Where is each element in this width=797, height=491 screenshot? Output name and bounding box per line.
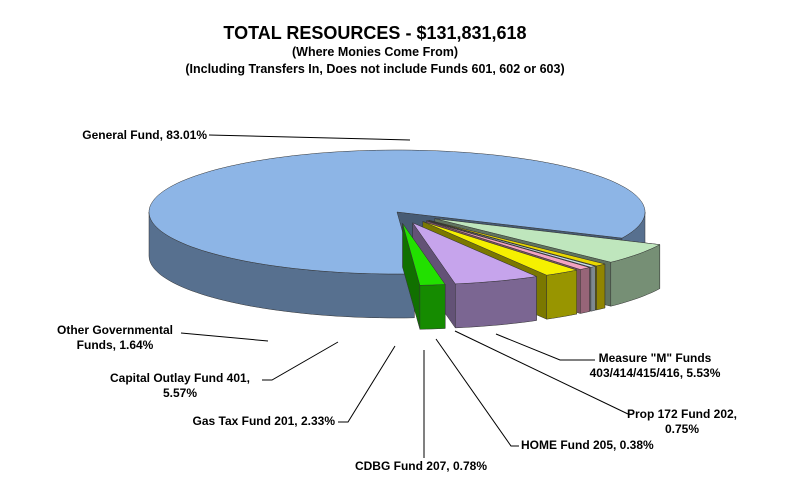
leader-line-0 [208, 134, 411, 141]
slice-label-2: Prop 172 Fund 202, 0.75% [627, 407, 737, 436]
leader-line-5 [338, 345, 396, 423]
leader-line-3 [435, 338, 519, 447]
chart-subtitle: (Where Monies Come From) [292, 45, 458, 59]
leader-line-6 [262, 341, 339, 381]
leader-line-7 [180, 332, 269, 342]
slice-label-4: CDBG Fund 207, 0.78% [355, 459, 487, 473]
chart-title: TOTAL RESOURCES - $131,831,618 [223, 23, 526, 43]
slice-label-3: HOME Fund 205, 0.38% [521, 438, 654, 452]
leader-line-1 [495, 333, 595, 361]
slice-label-7: Other Governmental Funds, 1.64% [57, 323, 173, 352]
chart-subtitle-2: (Including Transfers In, Does not includ… [185, 62, 564, 76]
pie-slice-7 [402, 222, 446, 330]
leader-line-2 [454, 330, 629, 415]
slice-label-0: General Fund, 83.01% [82, 128, 207, 142]
slice-label-1: Measure "M" Funds 403/414/415/416, 5.53% [590, 351, 721, 380]
slice-label-6: Capital Outlay Fund 401, 5.57% [110, 371, 250, 400]
slice-label-5: Gas Tax Fund 201, 2.33% [192, 414, 335, 428]
